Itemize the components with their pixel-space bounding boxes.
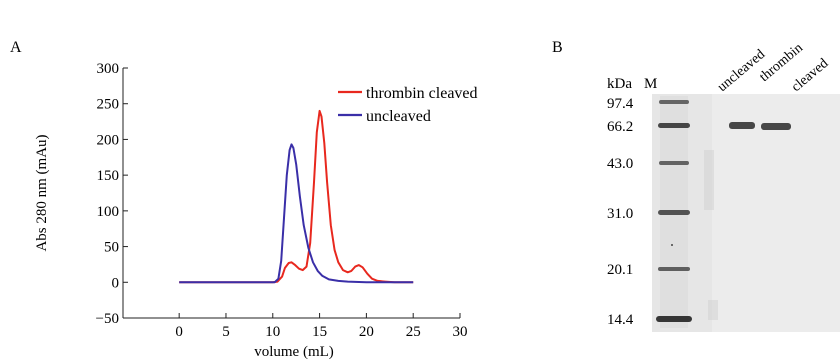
mw-label-43-0: 43.0 (607, 156, 633, 172)
lane-labels: uncleaved thrombin cleaved (715, 41, 831, 95)
y-tick-label: 100 (97, 204, 120, 220)
gel-image (652, 94, 840, 332)
panel-b-label: B (552, 39, 563, 56)
x-tick-label: 30 (453, 324, 468, 340)
band-uncleaved (729, 122, 755, 129)
series-line-uncleaved (179, 143, 414, 284)
x-tick-label: 10 (265, 324, 280, 340)
x-tick-label: 15 (312, 324, 327, 340)
chromatogram-chart: −50 0 50 100 150 200 250 300 0 5 10 15 20 25 30 volum… (34, 61, 478, 360)
mw-label-20-1: 20.1 (607, 262, 633, 278)
band-thrombin-cleaved (761, 123, 791, 130)
series-layer (179, 109, 414, 284)
legend-label-uncleaved: uncleaved (366, 108, 431, 125)
mw-label-97-4: 97.4 (607, 96, 634, 112)
y-axis-title: Abs 280 nm (mAu) (34, 134, 50, 251)
x-tick-label: 5 (222, 324, 230, 340)
marker-band-31-0 (658, 210, 690, 215)
y-tick-label: 0 (112, 275, 120, 291)
y-tick-label: 150 (97, 168, 120, 184)
marker-band-14-4 (656, 316, 692, 322)
mw-marker-labels: 97.4 66.2 43.0 31.0 20.1 14.4 (607, 96, 634, 328)
y-tick-label: 50 (104, 240, 119, 256)
y-tick-label: 250 (97, 97, 120, 113)
legend: thrombin cleaved uncleaved (338, 85, 478, 125)
y-tick-label: 300 (97, 61, 120, 77)
kda-unit-label: kDa (607, 76, 632, 92)
mw-label-66-2: 66.2 (607, 119, 633, 135)
y-ticks: −50 0 50 100 150 200 250 300 (96, 61, 128, 327)
legend-label-thrombin-cleaved: thrombin cleaved (366, 85, 478, 102)
panel-a-label: A (10, 39, 22, 56)
y-tick-label: −50 (96, 311, 119, 327)
x-ticks: 0 5 10 15 20 25 30 (175, 313, 468, 340)
x-tick-label: 0 (175, 324, 183, 340)
mw-label-14-4: 14.4 (607, 312, 634, 328)
marker-lane-label: M (644, 76, 657, 92)
marker-band-20-1 (658, 267, 690, 271)
marker-band-97-4 (659, 100, 689, 104)
x-tick-label: 25 (406, 324, 421, 340)
mw-label-31-0: 31.0 (607, 206, 633, 222)
x-axis-title: volume (mL) (254, 344, 334, 360)
series-line-thrombin-cleaved (179, 109, 414, 284)
marker-band-66-2 (658, 123, 690, 128)
y-tick-label: 200 (97, 132, 120, 148)
lane-label-cleaved: cleaved (789, 56, 831, 95)
x-tick-label: 20 (359, 324, 374, 340)
marker-band-43-0 (659, 161, 689, 165)
